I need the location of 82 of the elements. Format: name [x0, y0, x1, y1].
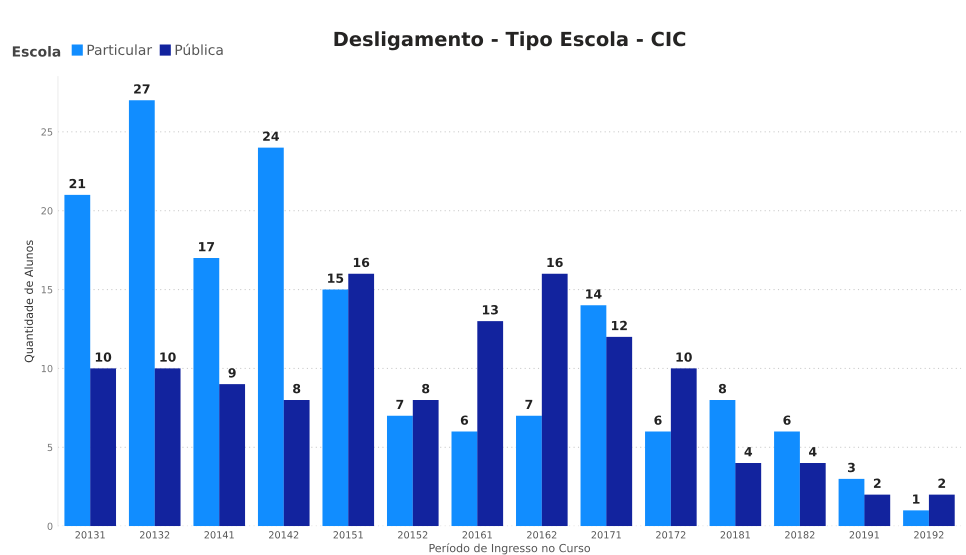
data-label: 10: [160, 352, 176, 362]
x-tick-label: 20171: [592, 531, 621, 539]
y-axis-title: Quantidade de Alunos: [24, 240, 34, 362]
x-axis-title: Período de Ingresso no Curso: [430, 543, 590, 554]
bar: [284, 400, 310, 526]
bar: [452, 432, 478, 526]
data-label: 4: [809, 447, 817, 456]
data-label: 16: [354, 258, 370, 268]
bar: [774, 432, 800, 526]
bar: [542, 274, 568, 526]
data-label: 6: [783, 415, 791, 425]
data-label: 14: [586, 289, 602, 299]
bar: [864, 494, 890, 526]
bar: [735, 463, 762, 526]
y-tick-label: 0: [48, 522, 52, 530]
y-tick-label: 10: [42, 364, 52, 372]
data-label: 4: [744, 447, 752, 456]
legend-label: Particular: [88, 44, 152, 56]
bar: [477, 321, 504, 526]
bar: [258, 148, 284, 526]
data-label: 3: [848, 462, 855, 472]
data-label: 12: [612, 320, 627, 330]
x-tick-label: 20191: [850, 531, 879, 539]
data-label: 27: [134, 84, 150, 94]
bar: [322, 290, 348, 526]
x-tick-label: 20131: [75, 531, 105, 539]
bar: [670, 368, 697, 526]
data-label: 9: [228, 368, 236, 378]
data-label: 8: [422, 384, 430, 394]
bar: [903, 510, 929, 526]
bar: [154, 368, 181, 526]
x-tick-label: 20151: [334, 531, 363, 539]
y-tick-label: 5: [48, 444, 52, 452]
y-tick-label: 15: [42, 286, 52, 294]
data-label: 16: [547, 258, 563, 268]
data-label: 1: [913, 494, 920, 504]
data-label: 10: [676, 352, 692, 362]
bar: [219, 384, 246, 526]
bar: [64, 194, 90, 526]
y-tick-label: 20: [41, 207, 52, 214]
bar: [90, 368, 116, 526]
data-label: 7: [396, 400, 404, 409]
x-tick-label: 20132: [140, 531, 170, 539]
data-label: 10: [96, 352, 112, 362]
x-tick-label: 20141: [204, 531, 234, 539]
bar: [386, 416, 413, 526]
legend-label: Pública: [176, 44, 223, 56]
data-label: 2: [938, 478, 946, 488]
y-tick-label: 25: [41, 128, 52, 136]
data-label: 2: [874, 478, 881, 488]
legend-title: Escola: [12, 46, 60, 57]
bar: [580, 305, 606, 526]
data-label: 15: [328, 274, 344, 283]
data-label: 7: [525, 400, 532, 409]
x-tick-label: 20181: [720, 531, 750, 539]
bar: [710, 400, 736, 526]
bar: [606, 336, 632, 526]
data-label: 17: [199, 242, 214, 252]
data-label: 24: [263, 132, 279, 141]
bar: [128, 100, 155, 526]
bar: [838, 478, 864, 526]
x-tick-label: 20142: [269, 531, 298, 539]
x-tick-label: 20152: [398, 531, 428, 539]
x-tick-label: 20192: [914, 531, 944, 539]
bar: [800, 463, 826, 526]
bar: [928, 494, 955, 526]
chart-title: Desligamento - Tipo Escola - CIC: [334, 31, 686, 50]
bar: [645, 432, 671, 526]
data-label: 8: [718, 384, 726, 394]
data-label: 6: [654, 415, 662, 425]
x-tick-label: 20161: [462, 531, 492, 539]
data-label: 6: [460, 415, 468, 425]
x-tick-label: 20162: [527, 531, 556, 539]
x-tick-label: 20172: [656, 531, 686, 539]
bar: [193, 258, 220, 526]
data-label: 21: [70, 178, 86, 188]
x-tick-label: 20182: [785, 531, 814, 539]
bar: [412, 400, 439, 526]
data-label: 8: [293, 384, 300, 394]
data-label: 13: [482, 305, 498, 314]
bar: [348, 274, 374, 526]
bar: [516, 416, 542, 526]
